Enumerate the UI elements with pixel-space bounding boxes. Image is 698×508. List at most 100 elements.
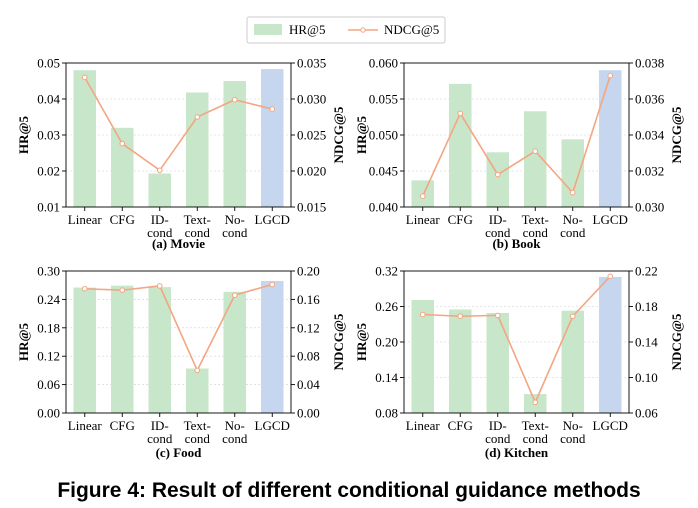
y-axis-label: HR@5: [16, 322, 31, 361]
x-tick-label: Text-cond: [522, 418, 549, 446]
y-tick-label: 0.32: [375, 264, 398, 279]
bar: [148, 287, 171, 413]
ndcg-point: [81, 285, 88, 292]
x-tick-label: LGCD: [593, 212, 628, 227]
ndcg-line: [84, 77, 273, 172]
y-right-tick-label: 0.015: [297, 200, 326, 215]
bar: [73, 70, 96, 207]
chart-panel-3: 0.00 0.06 0.12 0.18 0.24 0.30 0.00 0.04 0.08 0.12…: [16, 264, 346, 461]
panel-caption: (c) Food: [156, 445, 203, 460]
y-tick-label: 0.03: [37, 128, 60, 143]
bar: [561, 139, 584, 207]
y-tick-label: 0.14: [375, 370, 398, 385]
y-tick-label: 0.26: [375, 299, 398, 314]
legend-bar-label: HR@5: [289, 22, 326, 37]
y-tick-label: 0.05: [37, 56, 60, 71]
x-tick-label: Text-cond: [184, 418, 211, 446]
bar: [599, 276, 622, 413]
bar: [186, 368, 209, 413]
y-right-tick-label: 0.038: [635, 56, 664, 71]
ndcg-point: [494, 171, 501, 178]
y-tick-label: 0.06: [37, 377, 60, 392]
legend-line-marker: [360, 27, 366, 33]
y-tick-label: 0.12: [37, 349, 60, 364]
y-tick-label: 0.18: [37, 320, 60, 335]
panel-caption: (d) Kitchen: [485, 445, 549, 460]
ndcg-point: [269, 281, 276, 288]
ndcg-point: [569, 189, 576, 196]
ndcg-point: [81, 74, 88, 81]
x-tick-label: Linear: [68, 418, 103, 433]
panel-caption: (a) Movie: [152, 236, 205, 251]
ndcg-point: [457, 313, 464, 320]
ndcg-point: [156, 283, 163, 289]
y-tick-label: 0.02: [37, 164, 60, 179]
ndcg-point: [156, 167, 163, 174]
x-tick-label: Linear: [406, 418, 441, 433]
y-right-tick-label: 0.08: [297, 349, 320, 364]
ndcg-point: [607, 273, 614, 280]
y-tick-label: 0.060: [369, 56, 398, 71]
x-tick-label: Linear: [68, 212, 103, 227]
y-tick-label: 0.00: [37, 406, 60, 421]
bar: [223, 291, 246, 413]
chart-panel-1: 0.01 0.02 0.03 0.04 0.05 0.015 0.020 0.025 0.030…: [16, 56, 346, 252]
ndcg-point: [231, 292, 238, 298]
bar: [449, 83, 472, 207]
y-axis-label: HR@5: [354, 115, 369, 154]
ndcg-point: [569, 313, 576, 320]
x-tick-label: ID-cond: [485, 212, 511, 240]
y-right-tick-label: 0.025: [297, 128, 326, 143]
bar: [561, 310, 584, 413]
y-tick-label: 0.050: [369, 128, 398, 143]
y-right-tick-label: 0.22: [635, 264, 658, 279]
x-tick-label: No-cond: [222, 212, 248, 240]
y-right-tick-label: 0.030: [297, 92, 326, 107]
x-tick-label: Text-cond: [184, 212, 211, 240]
y-right-axis-label: NDCG@5: [669, 106, 684, 163]
y-axis-label: HR@5: [16, 115, 31, 154]
ndcg-point: [119, 140, 126, 147]
y-tick-label: 0.040: [369, 200, 398, 215]
y-tick-label: 0.08: [375, 406, 398, 421]
ndcg-point: [532, 148, 539, 154]
y-right-tick-label: 0.00: [297, 406, 320, 421]
x-tick-label: CFG: [110, 212, 135, 227]
ndcg-point: [231, 96, 238, 103]
y-right-tick-label: 0.12: [297, 320, 320, 335]
chart-panel-4: 0.08 0.14 0.20 0.26 0.32 0.06 0.10 0.14 0.18 0.22…: [354, 264, 684, 461]
chart-panel-2: 0.040 0.045 0.050 0.055 0.060 0.030 0.032 0.034…: [354, 56, 684, 252]
y-right-tick-label: 0.10: [635, 370, 658, 385]
bar: [111, 127, 134, 207]
y-right-tick-label: 0.032: [635, 164, 664, 179]
y-tick-label: 0.01: [37, 200, 60, 215]
legend-box: [246, 16, 446, 44]
y-right-axis-label: NDCG@5: [331, 106, 346, 163]
y-right-tick-label: 0.020: [297, 164, 326, 179]
x-tick-label: LGCD: [593, 418, 628, 433]
bar: [449, 309, 472, 413]
ndcg-point: [269, 106, 276, 112]
legend-bar-swatch: [254, 24, 282, 35]
y-right-axis-label: NDCG@5: [669, 313, 684, 370]
y-right-tick-label: 0.06: [635, 406, 658, 421]
ndcg-point: [607, 72, 614, 79]
ndcg-point: [419, 193, 426, 199]
bar: [524, 111, 547, 207]
ndcg-point: [419, 311, 426, 318]
y-tick-label: 0.055: [369, 92, 398, 107]
legend: HR@5 NDCG@5: [246, 16, 446, 44]
ndcg-point: [119, 287, 126, 293]
ndcg-point: [194, 367, 201, 374]
y-tick-label: 0.30: [37, 264, 60, 279]
ndcg-point: [194, 114, 201, 120]
x-tick-label: Text-cond: [522, 212, 549, 240]
y-right-tick-label: 0.036: [635, 92, 665, 107]
bar: [486, 313, 509, 413]
x-tick-label: ID-cond: [147, 212, 173, 240]
figure-caption: Figure 4: Result of different conditiona…: [57, 479, 640, 502]
x-tick-label: CFG: [110, 418, 135, 433]
x-tick-label: No-cond: [560, 212, 586, 240]
bar: [148, 173, 171, 207]
x-tick-label: CFG: [448, 418, 473, 433]
